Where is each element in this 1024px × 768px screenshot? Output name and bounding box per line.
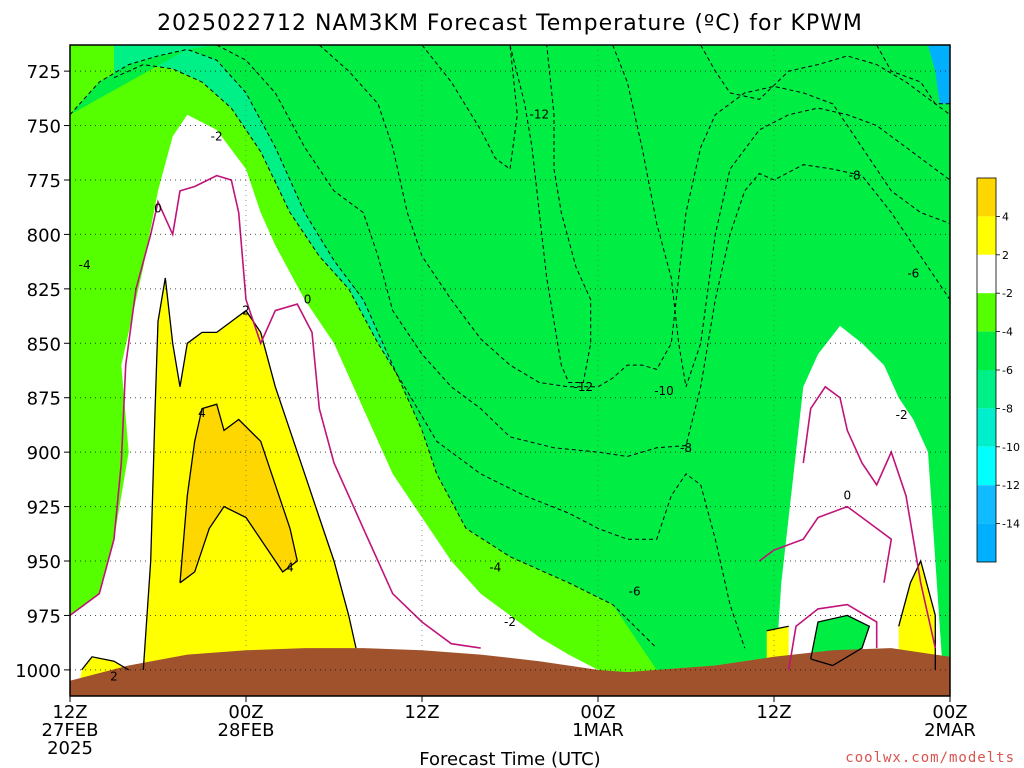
contour-label-10: -2 xyxy=(896,408,908,422)
contour-label-6: -6 xyxy=(629,584,641,598)
freezing-contour-1 xyxy=(758,505,893,583)
solid-contour-5 xyxy=(810,614,871,667)
solid-contour-4 xyxy=(766,625,789,632)
x-tick-label-60-2: 2MAR xyxy=(924,720,976,741)
solid-contour-0 xyxy=(142,277,357,670)
contour-label-4: -8 xyxy=(849,169,861,183)
contour-label-16: 2 xyxy=(110,669,118,683)
y-tick-label-975: 975 xyxy=(27,606,61,627)
legend-swatch-3 xyxy=(977,293,996,332)
color-legend: 4 2 -2 -4 -6 -8 -10 -12 -14 xyxy=(976,177,1020,563)
terrain-area xyxy=(70,648,950,696)
contour-label-13: 0 xyxy=(304,293,312,307)
legend-label-7: -12 xyxy=(1002,479,1020,492)
freezing-contours xyxy=(69,174,937,671)
x-tick-label-36-1: 00Z xyxy=(580,702,615,723)
legend-swatch-0 xyxy=(977,178,996,217)
freezing-contour-3 xyxy=(787,603,878,671)
legend-label-2: -2 xyxy=(1002,287,1013,300)
contour-label-5: -6 xyxy=(907,267,919,281)
y-tick-label-825: 825 xyxy=(27,280,61,301)
legend-swatch-1 xyxy=(977,216,996,255)
y-tick-label-750: 750 xyxy=(27,117,61,138)
temperature-region-1 xyxy=(774,325,943,696)
solid-contour-2 xyxy=(81,656,130,671)
freezing-contour-2 xyxy=(802,385,937,649)
x-tick-label-12-1: 00Z xyxy=(228,702,263,723)
legend-swatch-6 xyxy=(977,408,996,447)
legend-label-5: -8 xyxy=(1002,402,1013,415)
filled-regions xyxy=(70,45,950,696)
x-tick-label-24-1: 12Z xyxy=(404,702,439,723)
contour-label-18: 4 xyxy=(286,561,294,575)
legend-label-0: 4 xyxy=(1002,210,1009,223)
solid-contour-1 xyxy=(179,403,299,584)
contour-labels: -12 -12 -10 -8 -8 -6 -6 -4 -4 -2 -2 -2 0 0 0 2 2 4 4 xyxy=(79,108,920,684)
contour-label-0: -12 xyxy=(530,108,550,122)
dashed-contours xyxy=(69,44,951,649)
legend-swatch-4 xyxy=(977,331,996,370)
x-tick-label-60-1: 00Z xyxy=(932,702,967,723)
y-tick-label-875: 875 xyxy=(27,389,61,410)
coldest-region xyxy=(928,45,950,104)
contour-label-14: 0 xyxy=(844,489,852,503)
y-axis-ticks: 725 750 775 800 825 850 875 900 925 950 975 1000 xyxy=(15,62,70,682)
temperature-region-6 xyxy=(180,404,298,583)
y-tick-label-800: 800 xyxy=(27,225,61,246)
dashed-contour-4 xyxy=(509,44,592,383)
contour-label-17: 4 xyxy=(198,406,206,420)
y-tick-label-725: 725 xyxy=(27,62,61,83)
dashed-contour-8 xyxy=(876,44,950,105)
dashed-contour-3 xyxy=(318,44,951,388)
freezing-contour-0 xyxy=(69,174,481,649)
y-tick-label-925: 925 xyxy=(27,498,61,519)
x-tick-label-0-2: 27FEB xyxy=(42,720,99,741)
contour-label-12: 0 xyxy=(154,201,162,215)
contour-label-1: -12 xyxy=(574,380,594,394)
x-tick-label-0-3: 2025 xyxy=(47,738,93,759)
legend-swatch-9 xyxy=(977,523,996,562)
legend-label-4: -6 xyxy=(1002,364,1013,377)
contour-label-8: -4 xyxy=(489,561,501,575)
legend-swatch-2 xyxy=(977,254,996,294)
x-tick-label-0-1: 12Z xyxy=(52,702,87,723)
legend-label-3: -4 xyxy=(1002,326,1013,339)
x-axis-label: Forecast Time (UTC) xyxy=(419,749,600,768)
y-tick-label-850: 850 xyxy=(27,334,61,355)
legend-swatch-7 xyxy=(977,446,996,486)
legend-label-8: -14 xyxy=(1002,518,1020,531)
dashed-contour-0 xyxy=(69,48,658,649)
dashed-contour-1 xyxy=(113,64,746,649)
contour-label-7: -4 xyxy=(79,258,91,272)
x-tick-label-36-2: 1MAR xyxy=(572,720,624,741)
legend-swatch-5 xyxy=(977,370,996,409)
dashed-contour-5 xyxy=(421,44,518,171)
credit-text: coolwx.com/modelts xyxy=(845,750,1015,766)
dashed-contour-6 xyxy=(612,44,951,387)
y-tick-label-775: 775 xyxy=(27,171,61,192)
contour-label-15: 2 xyxy=(242,304,250,318)
contour-label-3: -8 xyxy=(680,441,692,455)
contour-label-11: -2 xyxy=(504,615,516,629)
shaded-band-4 xyxy=(70,45,950,670)
plot-area: -12 -12 -10 -8 -8 -6 -6 -4 -4 -2 -2 -2 0 0 0 2 2 4 4 xyxy=(69,44,951,697)
y-tick-label-900: 900 xyxy=(27,443,61,464)
legend-label-1: 2 xyxy=(1002,249,1009,262)
legend-swatch-8 xyxy=(977,485,996,524)
contour-label-9: -2 xyxy=(211,129,223,143)
y-tick-label-1000: 1000 xyxy=(15,661,61,682)
y-tick-label-950: 950 xyxy=(27,552,61,573)
legend-label-6: -10 xyxy=(1002,441,1020,454)
plot-frame xyxy=(69,44,951,697)
dashed-contour-7 xyxy=(700,44,951,116)
x-tick-label-48-1: 12Z xyxy=(756,702,791,723)
x-tick-label-12-2: 28FEB xyxy=(218,720,275,741)
chart-title: 2025022712 NAM3KM Forecast Temperature (… xyxy=(157,11,863,36)
contour-label-2: -10 xyxy=(654,384,674,398)
